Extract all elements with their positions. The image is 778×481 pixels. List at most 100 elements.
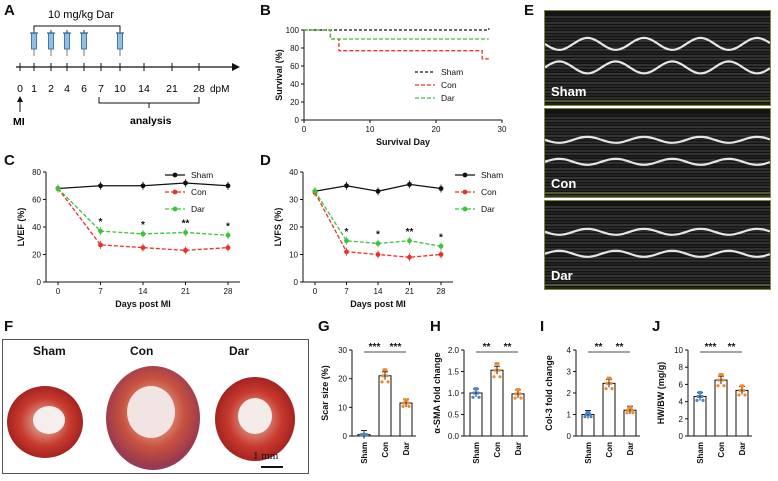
y-axis-title: LVFS (%) [273,208,283,247]
panel-label-e: E [524,2,535,19]
timeline-tick-label: 7 [98,83,104,95]
y-tick-label: 40 [290,80,299,89]
dose-label: 10 mg/kg Dar [48,9,114,21]
y-axis-title: HW/BW (mg/g) [656,362,666,424]
data-dot [589,415,593,419]
category-label: Dar [626,442,635,455]
mi-arrow-icon [17,96,23,102]
series-line-con [304,29,489,60]
category-label: Sham [360,442,369,464]
data-dot [476,391,480,395]
panel-label-h: H [430,318,441,335]
data-point-sham [438,186,444,191]
wall-motion-trace [545,36,770,52]
y-tick-label: 20 [289,223,298,232]
data-dot [498,375,502,379]
data-dot [584,412,588,417]
y-tick-label: 0.5 [448,411,460,420]
panel-label-i: I [540,318,545,335]
x-tick-label: 14 [374,287,383,296]
x-tick-label: 21 [181,287,190,296]
significance-mark: ** [182,219,190,230]
data-point-con [98,242,103,248]
series-line-dar [304,29,489,40]
echo-label-dar: Dar [551,268,573,283]
panel-label-d: D [260,152,271,169]
data-dot [605,381,609,385]
data-dot [722,384,726,388]
data-dot [381,374,385,378]
data-dot [360,432,364,437]
significance-mark: * [439,232,443,243]
data-dot [380,380,384,384]
x-tick-label: 21 [405,287,414,296]
x-tick-label: 30 [498,125,507,134]
x-tick-label: 28 [437,287,446,296]
data-point-con [225,245,231,251]
y-tick-label: 100 [286,26,300,35]
col3-chart: 0 1 2 3 4 Col-3 fold change Sham Con Dar ** ** [544,342,640,464]
bar-dar [399,402,413,437]
series-line-con [314,192,442,258]
dose-bracket [33,25,121,30]
y-tick-label: 60 [290,62,299,71]
legend-label-dar: Dar [191,204,205,214]
timeline-tick-label: 0 [17,83,23,95]
data-dot [625,411,629,415]
data-dot [701,398,705,402]
legend-label-con: Con [481,187,497,197]
timeline-arrow-icon [232,63,240,71]
y-tick-label: 1.0 [448,389,460,398]
category-label: Dar [514,442,523,455]
syringe-icon [63,30,71,56]
panel-label-j: J [652,318,661,335]
data-point-dar [312,188,318,194]
category-label: Sham [696,442,705,464]
significance-mark: * [345,227,349,238]
data-dot [720,372,724,377]
y-tick-label: 10 [674,346,683,355]
data-dot [609,381,613,385]
data-point-dar [438,243,444,249]
y-axis-title: LVEF (%) [16,208,26,247]
y-tick-label: 2 [679,415,684,424]
legend-marker [462,172,468,178]
data-dot [363,432,367,437]
timeline-tick-label: 14 [138,83,150,95]
data-dot [630,408,634,412]
category-label: Sham [472,442,481,464]
mi-label: MI [13,116,25,128]
significance-mark: ** [728,342,736,353]
y-axis-title: α-SMA fold change [432,352,442,433]
x-tick-label: 28 [224,287,233,296]
panel-label-c: C [4,152,15,169]
heart-section-con [106,366,200,470]
syringe-icon [47,30,55,56]
data-point-sham [140,183,146,189]
data-dot [717,378,721,382]
data-dot [496,362,500,366]
histo-title-sham: Sham [33,344,66,358]
data-point-dar [225,232,231,238]
scale-bar-label: 1 mm [253,450,279,462]
y-tick-label: 40 [32,223,41,232]
y-tick-label: 80 [32,168,41,177]
y-tick-label: 30 [338,346,347,355]
data-dot [696,394,700,399]
legend-label-sham: Sham [441,67,463,77]
data-point-sham [225,183,231,189]
data-dot [695,398,699,402]
significance-mark: * [376,230,380,241]
data-dot [471,395,475,399]
y-tick-label: 20 [338,375,347,384]
legend-marker [172,172,178,178]
significance-mark: ** [406,227,414,238]
bar-sham [469,392,483,437]
legend-marker [172,206,178,212]
data-dot [716,384,720,388]
category-label: Con [381,442,390,458]
syringe-icon [30,30,38,56]
data-dot [493,368,497,372]
x-axis-title: Days post MI [115,299,171,309]
